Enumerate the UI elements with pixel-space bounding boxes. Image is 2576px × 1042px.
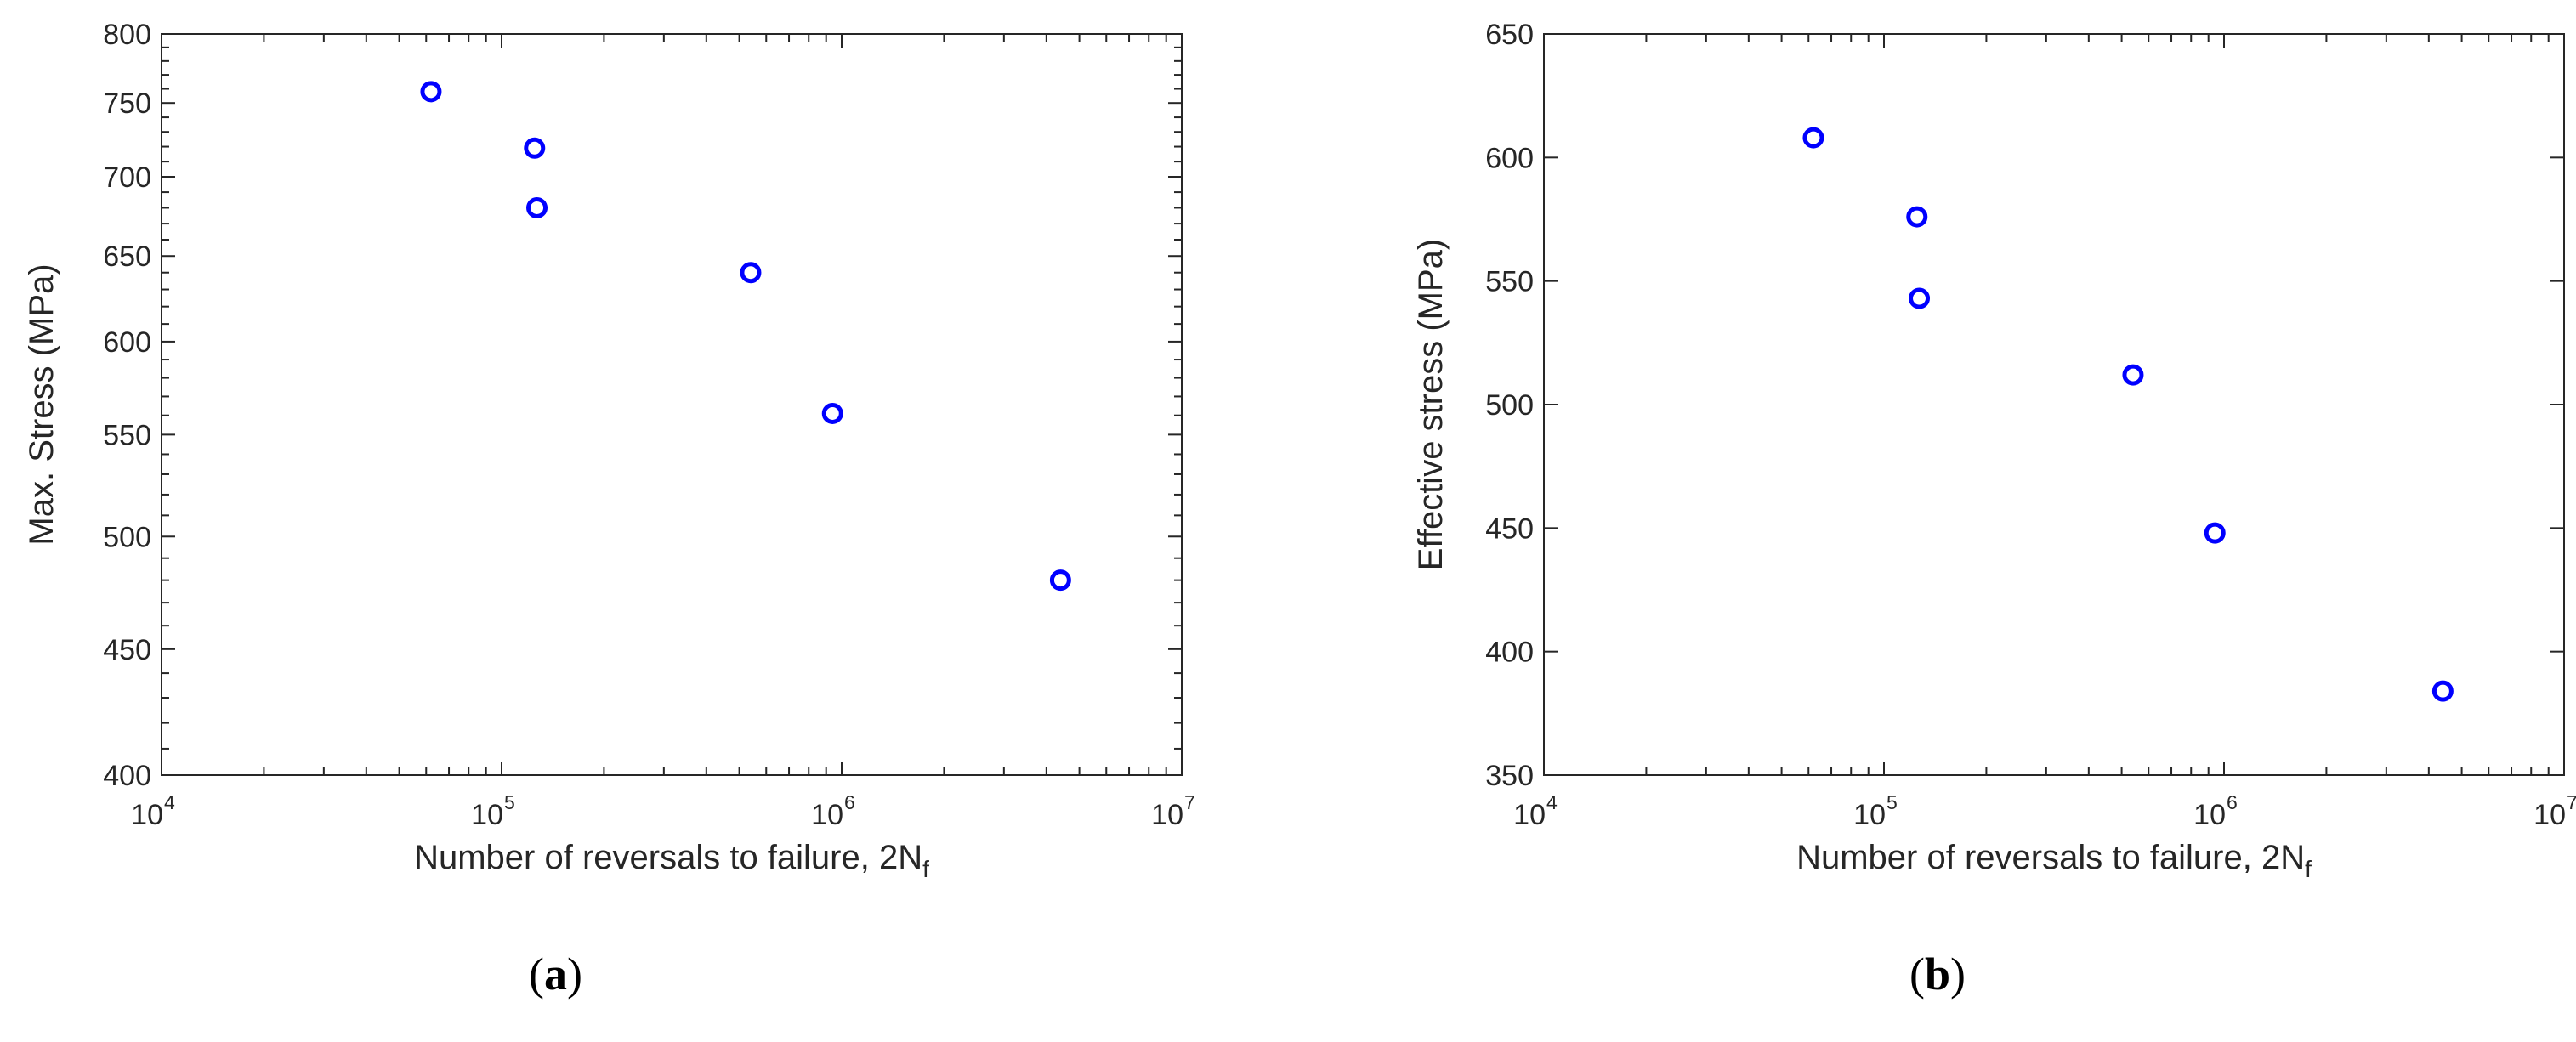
data-point: [2122, 364, 2144, 386]
x-axis-label-main-b: Number of reversals to failure, 2N: [1796, 839, 2305, 876]
x-tick-label: 10: [2193, 799, 2226, 831]
y-axis-ticks-a: 400 450 500 550 600 650 700 750 800: [103, 19, 1182, 792]
y-tick-label: 450: [1485, 513, 1534, 545]
data-point: [740, 262, 762, 284]
y-axis-label-a: Max. Stress (MPa): [23, 263, 60, 545]
y-tick-label: 400: [103, 760, 151, 792]
y-tick-label: 500: [1485, 389, 1534, 422]
x-axis-ticks-b: 10 4 10 5 10 6 10 7: [1513, 34, 2576, 831]
x-tick-exponent: 6: [2227, 791, 2238, 813]
y-tick-label: 650: [1485, 19, 1534, 51]
data-point: [1049, 569, 1071, 592]
data-point: [821, 402, 843, 424]
data-point: [1906, 206, 1928, 228]
y-tick-label: 800: [103, 19, 151, 51]
panel-label-a: (a): [529, 949, 582, 1000]
x-axis-label-b: Number of reversals to failure, 2Nf: [1796, 839, 2312, 882]
plot-area-a: [161, 33, 1183, 776]
data-point: [2431, 680, 2454, 702]
x-axis-ticks-a: 10 4 10 5 10 6 10 7: [131, 34, 1195, 831]
data-point: [2204, 522, 2226, 544]
y-tick-label: 600: [1485, 142, 1534, 174]
plot-area-b: [1543, 33, 2565, 776]
y-axis-label-b: Effective stress (MPa): [1412, 239, 1450, 570]
minor-ticks-a: [162, 34, 1182, 775]
x-tick-exponent: 6: [844, 791, 855, 813]
y-tick-label: 600: [103, 326, 151, 359]
scatter-points-b: [1802, 127, 2454, 702]
y-tick-label: 400: [1485, 637, 1534, 669]
x-tick-exponent: 7: [1184, 791, 1195, 813]
data-point: [526, 196, 548, 218]
x-tick-exponent: 5: [504, 791, 515, 813]
data-point: [1802, 127, 1824, 149]
x-tick-exponent: 4: [164, 791, 175, 813]
y-axis-ticks-b: 350 400 450 500 550 600 650: [1485, 19, 2564, 792]
minor-ticks-b: [1645, 34, 2550, 775]
x-tick-label: 10: [1513, 799, 1546, 831]
y-tick-label: 550: [1485, 266, 1534, 298]
x-tick-label: 10: [811, 799, 843, 831]
y-tick-label: 750: [103, 88, 151, 120]
y-tick-label: 500: [103, 521, 151, 553]
x-tick-label: 10: [471, 799, 503, 831]
data-point: [1909, 287, 1931, 309]
x-axis-label-main-a: Number of reversals to failure, 2N: [414, 839, 922, 876]
x-tick-exponent: 5: [1887, 791, 1898, 813]
x-tick-exponent: 7: [2567, 791, 2576, 813]
y-tick-label: 650: [103, 241, 151, 273]
x-tick-label: 10: [131, 799, 163, 831]
x-tick-label: 10: [2533, 799, 2566, 831]
x-axis-label-a: Number of reversals to failure, 2Nf: [414, 839, 929, 882]
data-point: [524, 137, 546, 159]
x-tick-label: 10: [1151, 799, 1183, 831]
data-point: [420, 81, 442, 103]
x-axis-label-subscript-a: f: [922, 856, 929, 882]
x-axis-label-subscript-b: f: [2305, 856, 2312, 882]
scatter-points-a: [420, 81, 1071, 592]
x-tick-label: 10: [1853, 799, 1886, 831]
x-tick-exponent: 4: [1546, 791, 1558, 813]
panel-label-b: (b): [1909, 949, 1966, 1000]
y-tick-label: 350: [1485, 760, 1534, 792]
y-tick-label: 450: [103, 634, 151, 666]
y-tick-label: 700: [103, 161, 151, 194]
y-tick-label: 550: [103, 419, 151, 451]
